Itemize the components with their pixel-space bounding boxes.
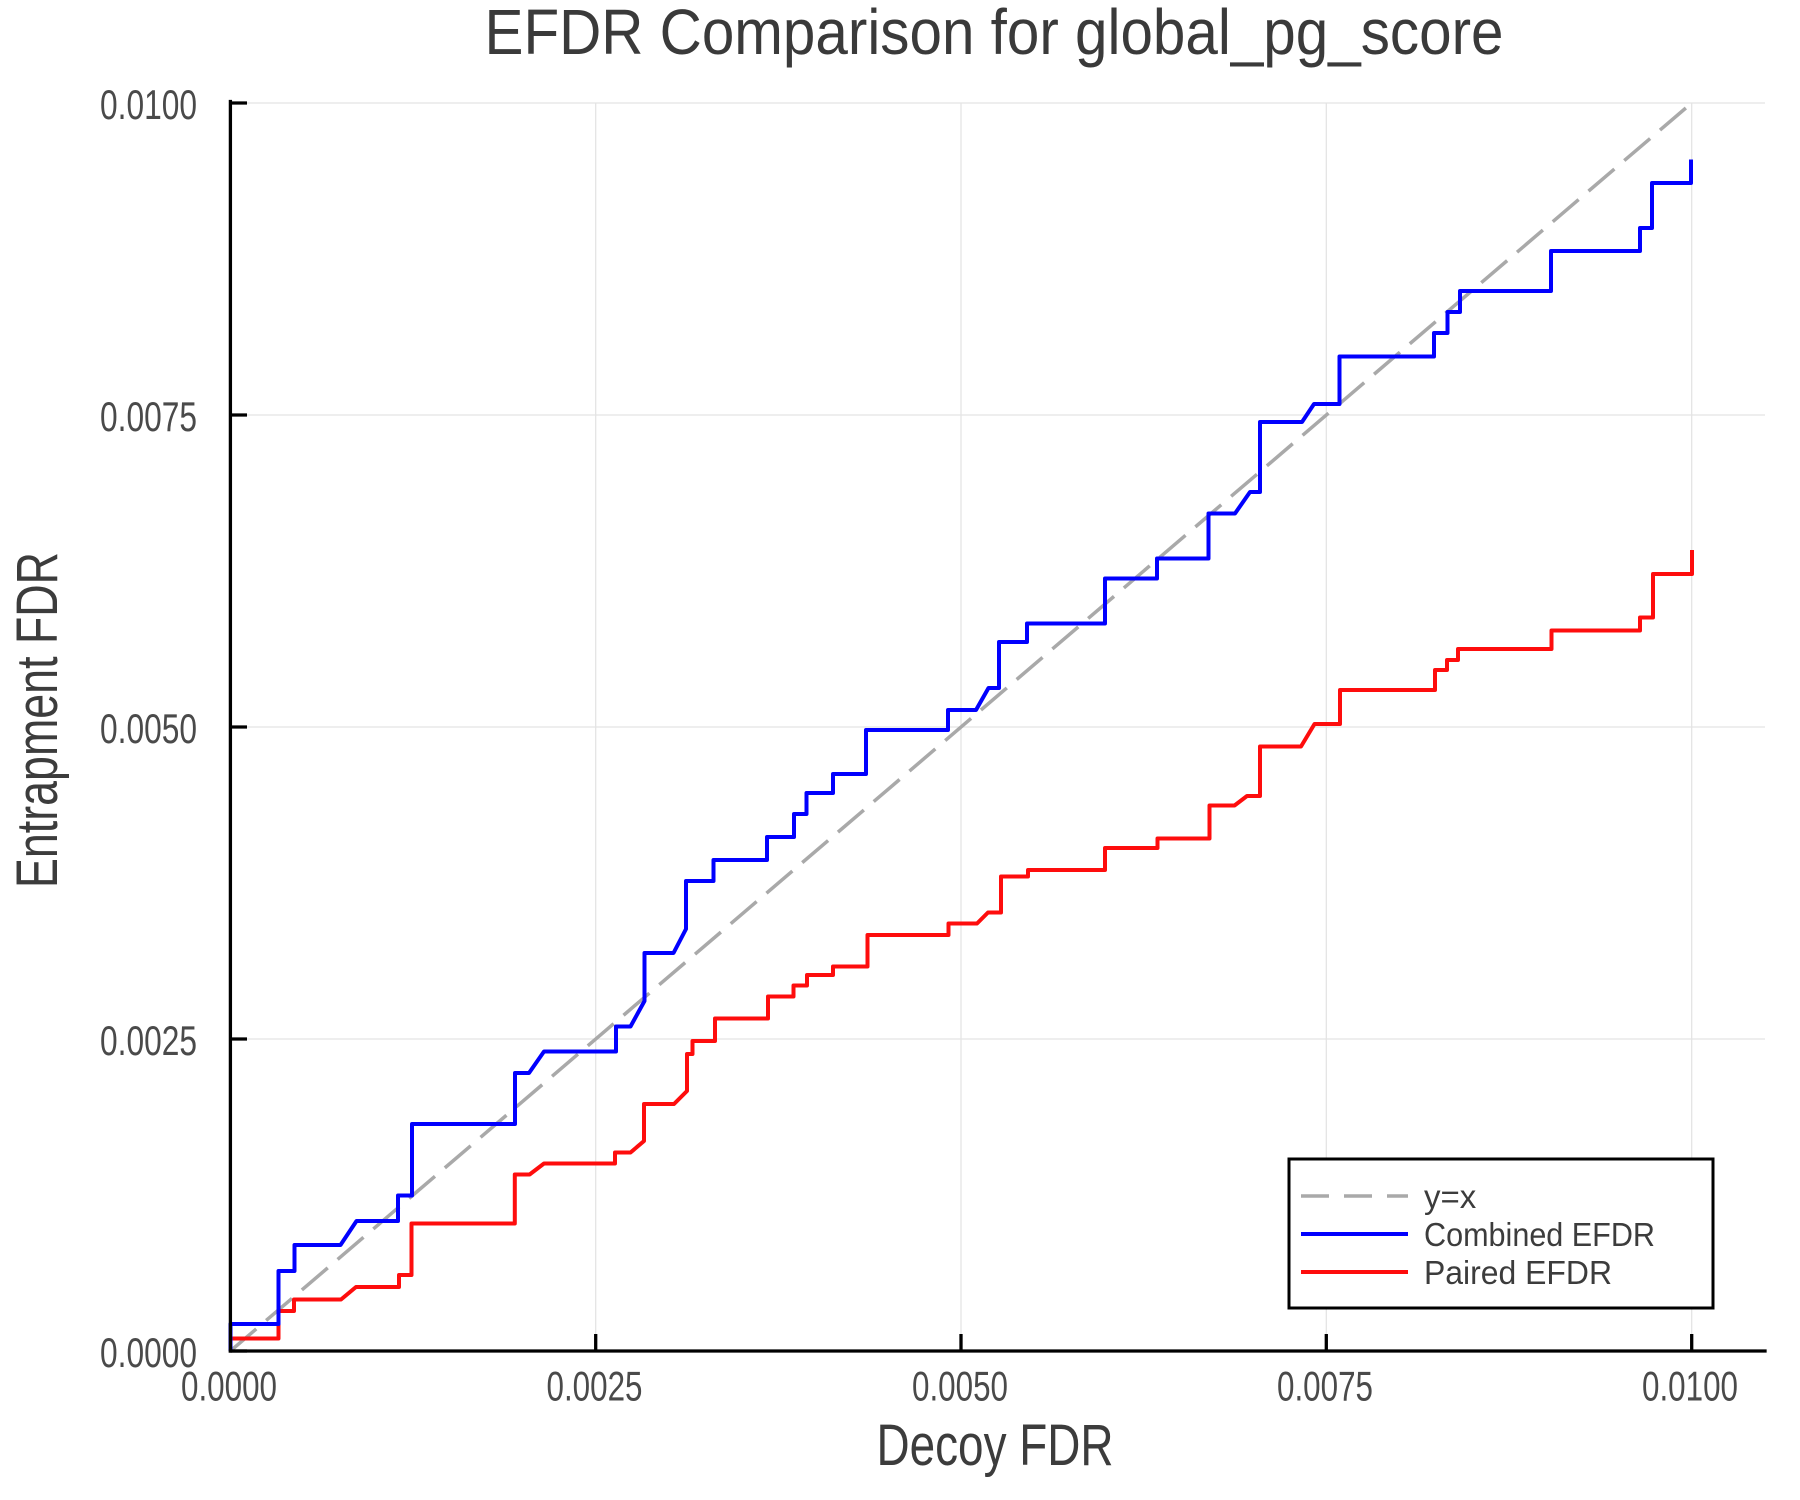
svg-text:0.0025: 0.0025 [547, 1363, 643, 1410]
svg-text:0.0100: 0.0100 [1642, 1363, 1738, 1410]
svg-text:Decoy FDR: Decoy FDR [877, 1413, 1114, 1478]
svg-text:0.0050: 0.0050 [100, 705, 197, 752]
svg-text:0.0075: 0.0075 [100, 393, 197, 440]
svg-text:0.0100: 0.0100 [100, 81, 197, 128]
svg-text:y=x: y=x [1424, 1178, 1477, 1215]
svg-text:0.0050: 0.0050 [912, 1363, 1008, 1410]
svg-text:Paired EFDR: Paired EFDR [1424, 1254, 1612, 1291]
svg-text:0.0000: 0.0000 [181, 1363, 277, 1410]
svg-text:Entrapment FDR: Entrapment FDR [5, 552, 70, 888]
svg-text:0.0075: 0.0075 [1277, 1363, 1373, 1410]
svg-text:0.0000: 0.0000 [100, 1329, 197, 1376]
svg-text:Combined EFDR: Combined EFDR [1424, 1216, 1655, 1253]
svg-text:0.0025: 0.0025 [100, 1017, 197, 1064]
svg-text:EFDR Comparison for global_pg_: EFDR Comparison for global_pg_score [485, 0, 1504, 68]
